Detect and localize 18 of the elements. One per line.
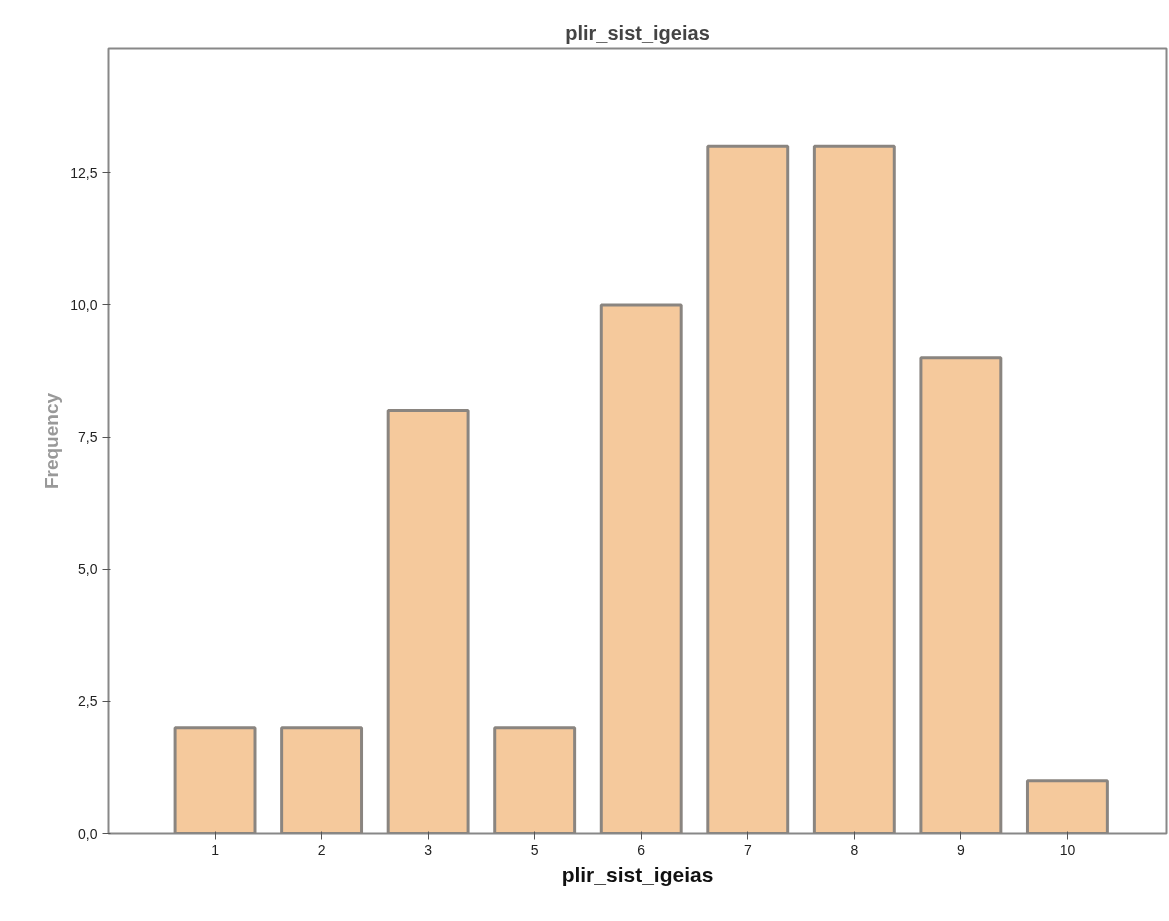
- x-tick-label: 2: [317, 841, 326, 858]
- x-tick-label: 1: [211, 841, 220, 858]
- y-tick-label: 2,5: [78, 693, 98, 710]
- y-tick-label: 5,0: [78, 561, 98, 578]
- y-tick-label: 10,0: [70, 296, 98, 313]
- y-tick-label: 12,5: [70, 164, 98, 181]
- x-tick-label: 5: [530, 841, 539, 858]
- x-tick-label: 3: [424, 841, 433, 858]
- y-axis-title: Frequency: [41, 392, 63, 490]
- y-tick-label: 7,5: [78, 429, 98, 446]
- chart-title: plir_sist_igeias: [565, 21, 710, 44]
- x-tick-label: 10: [1059, 841, 1076, 858]
- x-tick-label: 6: [637, 841, 646, 858]
- x-tick-label: 9: [956, 841, 965, 858]
- y-tick-label: 0,0: [78, 825, 98, 842]
- x-tick-label: 8: [850, 841, 859, 858]
- x-tick-label: 7: [743, 841, 752, 858]
- x-axis-title: plir_sist_igeias: [561, 862, 714, 886]
